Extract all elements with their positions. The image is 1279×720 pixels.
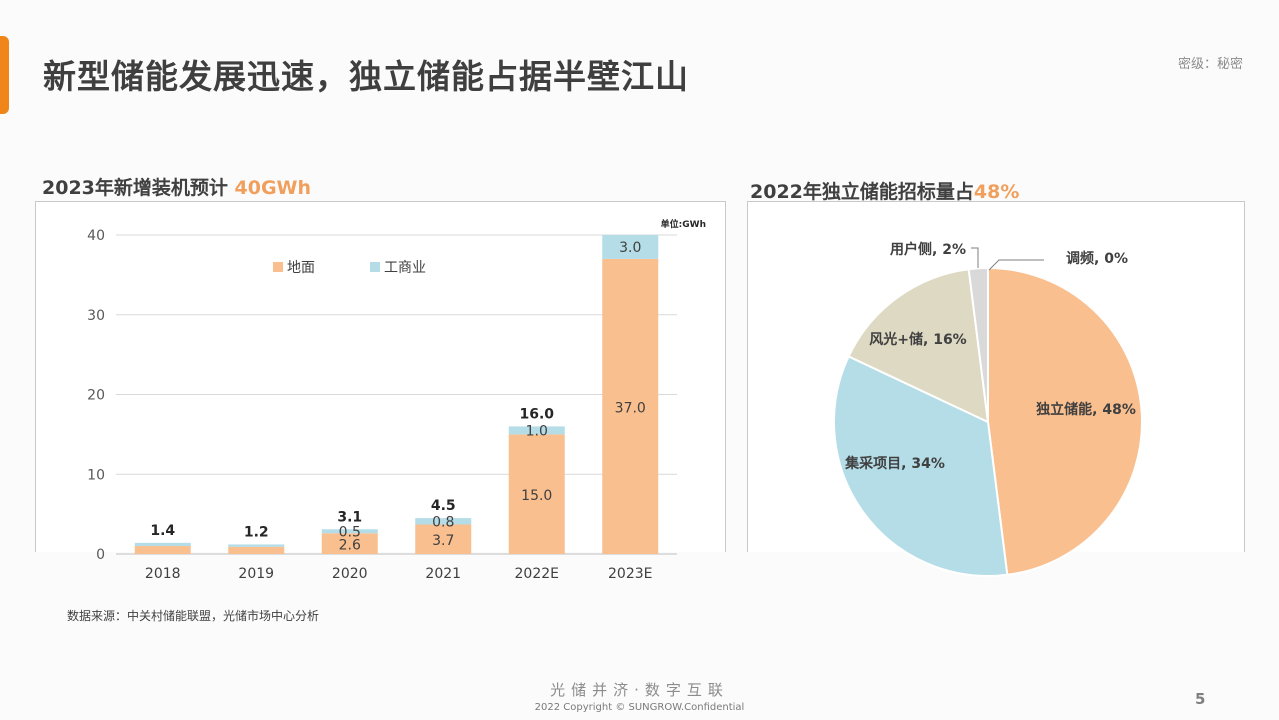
pie-chart-subtitle: 2022年独立储能招标量占48% [750,177,1019,204]
y-tick-label: 40 [87,228,105,244]
x-tick-label: 2021 [425,566,461,582]
data-label-commercial: 0.5 [339,524,361,540]
pie-slice-label: 调频, 0% [1066,250,1128,267]
leader-line-frequency [988,259,1044,271]
pie-slice-label: 用户侧, 2% [890,241,966,258]
pie-subtitle-highlight: 48% [973,181,1020,203]
data-label-ground: 2.6 [339,538,361,554]
pie-subtitle-text: 2022年独立储能招标量占 [750,181,974,203]
pie-slice [847,268,990,424]
source-note: 数据来源：中关村储能联盟，光储市场中心分析 [67,609,320,623]
bar-segment-commercial [228,544,285,547]
total-label: 4.5 [431,498,456,514]
bar-segment-commercial [321,529,378,534]
y-tick-label: 0 [96,547,105,563]
pie-slice-label: 独立储能, 48% [1036,401,1136,418]
x-tick-label: 2023E [608,566,652,582]
bar-segment-ground [508,434,565,554]
x-tick-label: 2018 [145,566,181,582]
bar-chart-panel: 单位:GWh 0 10 20 30 40 1.4 2018 1.2 2019 2.6 0.5 3.1 20… [35,201,726,582]
bar-segment-ground [134,546,191,554]
data-label-commercial: 0.8 [432,514,454,530]
data-label-commercial: 1.0 [526,423,548,439]
x-tick-label: 2022E [515,566,559,582]
bar-segment-ground [321,533,378,554]
total-label: 3.1 [337,509,362,525]
data-label-ground: 3.7 [432,533,454,549]
accent-bar [0,36,9,114]
bar-segment-ground [415,524,472,554]
bar-segment-ground [228,546,285,554]
y-tick-label: 30 [87,308,105,324]
bar-subtitle-highlight: 40GWh [234,177,312,199]
confidential-tag: 密级：秘密 [1178,57,1244,72]
data-label-ground: 37.0 [615,400,646,416]
x-tick-label: 2020 [332,566,368,582]
legend-swatch-ground [273,262,283,272]
pie-slice-label: 风光+储, 16% [869,331,966,348]
bar-chart-subtitle: 2023年新增装机预计 40GWh [42,173,311,200]
legend-label-commercial: 工商业 [384,260,426,276]
pie-slice [967,266,989,423]
bar-segment-commercial [508,426,565,435]
data-label-ground: 15.0 [521,488,552,504]
pie-slice [987,266,1143,576]
bar-segment-commercial [134,542,191,547]
legend-swatch-commercial [370,262,380,272]
pie-chart: 独立储能, 48% 集采项目, 34% 风光+储, 16% 用户侧, 2% 调频, 0% [833,241,1143,577]
bar-segment-ground [602,258,659,554]
bar-chart: 单位:GWh 0 10 20 30 40 1.4 2018 1.2 2019 2.60.53.1 20… [87,218,706,582]
pie-slice-label: 集采项目, 34% [844,455,945,472]
unit-label: 单位:GWh [661,218,706,230]
total-label: 16.0 [519,406,554,422]
footer-slogan: 光储并济·数字互联 [550,681,729,699]
bar-segment-commercial [415,518,472,525]
total-label: 1.4 [150,523,175,539]
data-label-commercial: 3.0 [619,240,641,256]
y-tick-label: 20 [87,388,105,404]
page-title: 新型储能发展迅速，独立储能占据半壁江山 [43,57,689,96]
pie-chart-panel: 独立储能, 48% 集采项目, 34% 风光+储, 16% 用户侧, 2% 调频, 0% [747,201,1245,577]
footer-copyright: 2022 Copyright © SUNGROW.Confidential [534,702,745,713]
y-tick-label: 10 [87,467,105,483]
total-label: 1.2 [244,524,269,540]
leader-line-user-side [971,247,979,268]
x-tick-label: 2019 [238,566,274,582]
legend-label-ground: 地面 [287,260,315,276]
bar-subtitle-text: 2023年新增装机预计 [42,177,235,199]
page-number: 5 [1195,690,1206,708]
bar-segment-commercial [602,235,659,259]
